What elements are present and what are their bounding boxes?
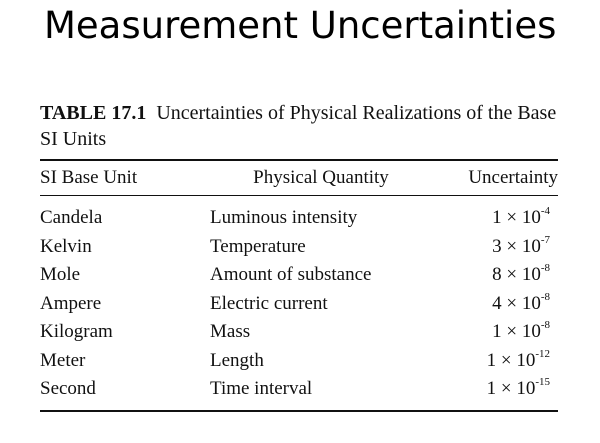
- uncertainty-mantissa: 1 × 10: [486, 349, 536, 371]
- table-top-rule: [40, 159, 558, 161]
- cell-quantity: Temperature: [210, 235, 306, 257]
- table-body: Candela Luminous intensity 1 × 10-4 Kelv…: [40, 196, 558, 410]
- table-row: Kelvin Temperature 3 × 10-7: [40, 233, 558, 262]
- cell-quantity: Mass: [210, 321, 251, 342]
- uncertainty-exponent: -15: [535, 376, 550, 388]
- table-row: Meter Length 1 × 10-12: [40, 347, 558, 376]
- cell-quantity: Time interval: [210, 378, 313, 399]
- table-row: Second Time interval 1 × 10-15: [40, 375, 558, 404]
- si-uncertainty-table: TABLE 17.1 Uncertainties of Physical Real…: [40, 100, 558, 412]
- cell-unit: Meter: [40, 349, 86, 371]
- header-uncertainty: Uncertainty: [468, 167, 558, 188]
- uncertainty-exponent: -8: [540, 319, 550, 331]
- uncertainty-mantissa: 4 × 10: [492, 292, 541, 314]
- header-physical-quantity: Physical Quantity: [253, 167, 389, 188]
- table-label: TABLE 17.1: [40, 102, 147, 124]
- slide-title: Measurement Uncertainties: [44, 4, 557, 47]
- uncertainty-mantissa: 3 × 10: [492, 235, 541, 257]
- cell-uncertainty: 1 × 10-8: [450, 318, 558, 347]
- table-header-rule: [40, 195, 558, 196]
- cell-uncertainty: 4 × 10-8: [450, 290, 558, 319]
- cell-uncertainty: 1 × 10-12: [450, 347, 558, 376]
- table-caption-text: Uncertainties of Physical Realizations o…: [40, 102, 557, 150]
- cell-quantity: Luminous intensity: [210, 207, 358, 228]
- cell-quantity: Length: [210, 349, 264, 371]
- cell-quantity: Amount of substance: [210, 264, 372, 285]
- cell-unit: Kilogram: [40, 321, 113, 342]
- cell-uncertainty: 1 × 10-4: [450, 204, 558, 233]
- cell-unit: Candela: [40, 207, 103, 228]
- cell-uncertainty: 1 × 10-15: [450, 375, 558, 404]
- uncertainty-exponent: -7: [540, 233, 550, 246]
- cell-unit: Second: [40, 378, 96, 399]
- table-row: Candela Luminous intensity 1 × 10-4: [40, 204, 558, 233]
- cell-unit: Kelvin: [40, 235, 92, 257]
- uncertainty-mantissa: 1 × 10: [486, 378, 536, 399]
- cell-unit: Ampere: [40, 292, 102, 314]
- table-header-row: SI Base Unit Physical Quantity Uncertain…: [40, 161, 558, 195]
- uncertainty-mantissa: 8 × 10: [492, 264, 541, 285]
- table-row: Mole Amount of substance 8 × 10-8: [40, 261, 558, 290]
- uncertainty-exponent: -8: [540, 262, 550, 274]
- uncertainty-exponent: -8: [540, 290, 550, 303]
- table-caption: TABLE 17.1 Uncertainties of Physical Real…: [40, 100, 558, 152]
- cell-quantity: Electric current: [210, 292, 328, 314]
- uncertainty-mantissa: 1 × 10: [492, 207, 541, 228]
- table-row: Kilogram Mass 1 × 10-8: [40, 318, 558, 347]
- cell-uncertainty: 8 × 10-8: [450, 261, 558, 290]
- uncertainty-mantissa: 1 × 10: [492, 321, 541, 342]
- header-si-base-unit: SI Base Unit: [40, 167, 138, 188]
- uncertainty-exponent: -4: [540, 205, 550, 217]
- table-row: Ampere Electric current 4 × 10-8: [40, 290, 558, 319]
- uncertainty-exponent: -12: [535, 347, 550, 360]
- cell-uncertainty: 3 × 10-7: [450, 233, 558, 262]
- cell-unit: Mole: [40, 264, 81, 285]
- table-bottom-rule: [40, 409, 558, 412]
